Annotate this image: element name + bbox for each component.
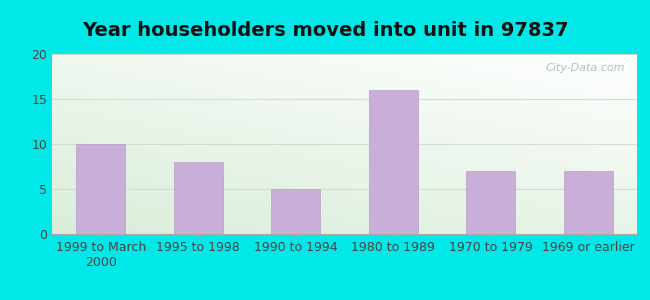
Bar: [467, 171, 515, 234]
Text: City-Data.com: City-Data.com: [546, 63, 625, 73]
Bar: [77, 144, 125, 234]
Text: Year householders moved into unit in 97837: Year householders moved into unit in 978…: [82, 21, 568, 40]
Bar: [369, 90, 417, 234]
Bar: [174, 162, 222, 234]
Bar: [564, 171, 612, 234]
Bar: [272, 189, 320, 234]
